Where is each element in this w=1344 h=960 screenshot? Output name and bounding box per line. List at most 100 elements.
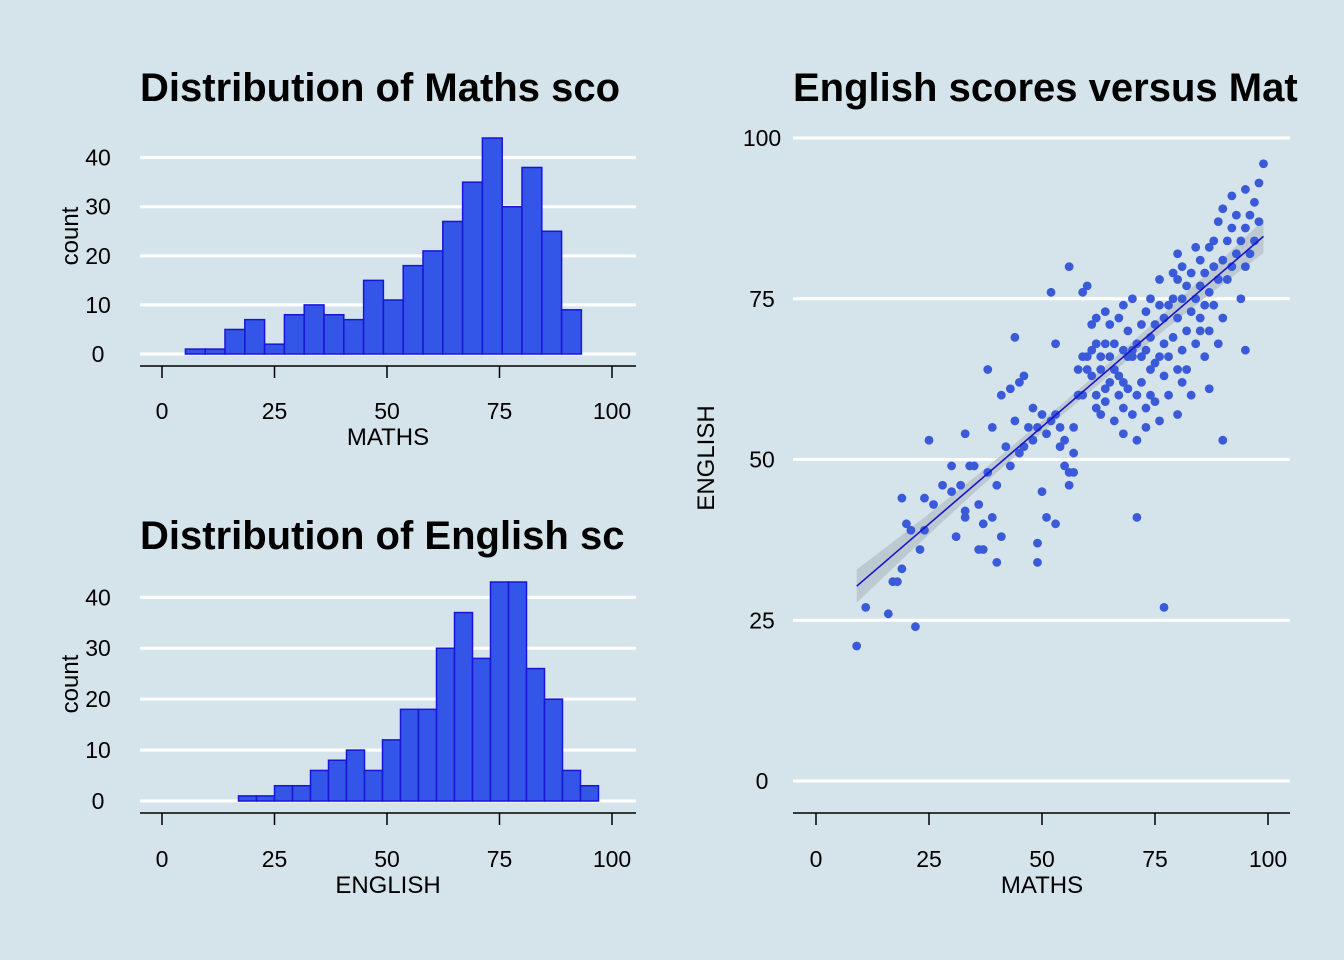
data-point [1186, 390, 1196, 400]
y-tick-label: 25 [749, 607, 775, 633]
data-point [1155, 352, 1164, 362]
data-point [892, 577, 902, 587]
x-tick-label: 0 [156, 398, 169, 424]
data-point [1064, 480, 1074, 490]
histogram-bar [224, 328, 246, 355]
data-point [929, 500, 938, 509]
x-axis-label: MATHS [1001, 872, 1083, 899]
data-point [1141, 422, 1151, 432]
data-point [1105, 377, 1115, 387]
histogram-bar [489, 581, 510, 802]
histogram-bar [579, 784, 600, 802]
data-point [996, 390, 1006, 400]
data-point [956, 480, 966, 490]
x-tick-label: 100 [1249, 846, 1287, 872]
data-point [1082, 365, 1092, 374]
data-point [1028, 403, 1038, 413]
data-point [987, 422, 997, 432]
data-point [974, 500, 984, 509]
data-point [1132, 339, 1142, 349]
data-point [969, 461, 979, 471]
data-point [1005, 384, 1015, 394]
data-point [1150, 358, 1160, 368]
data-point [1100, 397, 1110, 407]
data-point [1222, 275, 1232, 284]
data-point [1218, 435, 1228, 445]
data-point [1245, 210, 1255, 220]
data-point [1241, 185, 1250, 194]
data-point [1209, 300, 1219, 310]
data-point [1155, 300, 1164, 310]
y-tick-label: 100 [743, 125, 781, 151]
data-point [1227, 191, 1237, 201]
data-point [1200, 268, 1210, 278]
histogram-bar [263, 343, 286, 355]
data-point [1186, 307, 1196, 317]
data-point [1146, 390, 1155, 400]
data-point [1231, 249, 1241, 259]
data-point [1087, 320, 1097, 329]
data-point [1155, 275, 1164, 284]
data-point [1123, 384, 1133, 394]
data-point [1195, 313, 1205, 323]
data-point [924, 435, 934, 445]
data-point [1204, 384, 1214, 394]
data-point [1128, 352, 1137, 362]
histogram-bar [481, 137, 503, 355]
data-point [1254, 178, 1264, 188]
data-point [1055, 422, 1065, 432]
data-point [1037, 410, 1047, 419]
data-point [911, 622, 920, 632]
data-point [1182, 281, 1192, 291]
histogram-bar [541, 230, 563, 355]
scatter-panel: English scores versus Mat 0 25 50 75 100 0 25… [693, 66, 1298, 899]
data-point [1037, 487, 1047, 497]
data-point [1186, 268, 1196, 278]
histogram-bar [560, 309, 583, 355]
data-point [1137, 377, 1146, 387]
data-point [1218, 313, 1228, 323]
y-tick-label: 30 [85, 194, 111, 220]
data-point [1019, 371, 1029, 381]
data-point [1091, 313, 1101, 323]
data-point [1141, 307, 1151, 317]
histogram-bar [343, 318, 365, 355]
x-axis: 0 25 50 75 100 [140, 365, 636, 424]
data-point [1141, 403, 1151, 413]
bars [237, 581, 600, 802]
data-point [1173, 365, 1182, 374]
maths-histogram-panel: Distribution of Maths sco 0 25 50 75 100 0 10… [57, 66, 636, 451]
data-point [1159, 371, 1169, 381]
data-point [1073, 365, 1083, 374]
y-tick-label: 10 [85, 292, 111, 318]
data-point [1042, 512, 1051, 522]
data-point [1078, 287, 1088, 297]
x-tick-label: 100 [593, 398, 631, 424]
histogram-bar [291, 784, 312, 802]
data-point [1019, 442, 1029, 452]
data-point [1231, 210, 1241, 220]
x-tick-label: 25 [262, 398, 288, 424]
y-tick-label: 20 [85, 243, 111, 269]
data-point [1164, 390, 1173, 400]
data-point [1128, 410, 1137, 419]
data-point [1218, 255, 1228, 265]
histogram-bar [461, 181, 484, 355]
data-point [1173, 313, 1182, 323]
data-point [1069, 467, 1079, 477]
histogram-bar [303, 304, 325, 355]
data-point [1114, 390, 1124, 400]
data-point [902, 519, 911, 529]
y-tick-label: 30 [85, 635, 111, 661]
data-point [1100, 384, 1110, 394]
y-ticks: 0 10 20 30 40 [85, 145, 111, 367]
data-point [1173, 410, 1182, 419]
histogram-bar [363, 769, 384, 802]
data-point [897, 493, 907, 503]
data-point [1241, 345, 1250, 355]
data-point [1177, 377, 1187, 387]
data-point [1024, 422, 1033, 432]
data-point [1082, 281, 1092, 291]
x-tick-label: 0 [810, 846, 823, 872]
chart-title: Distribution of English sc [140, 514, 624, 558]
